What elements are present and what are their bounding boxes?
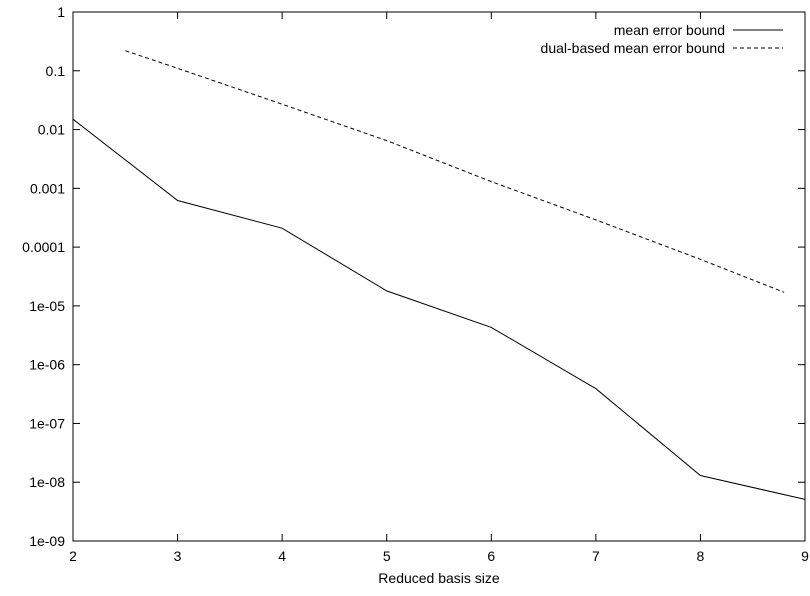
legend-label: dual-based mean error bound <box>541 40 725 56</box>
x-axis: 2 3 4 5 6 7 8 9 <box>69 12 809 564</box>
legend: mean error bound dual-based mean error bo… <box>541 22 783 56</box>
x-tick-label: 7 <box>592 548 600 564</box>
y-tick-label: 1 <box>57 4 65 20</box>
series-line-2 <box>125 50 785 293</box>
x-tick-label: 5 <box>383 548 391 564</box>
legend-label: mean error bound <box>614 22 725 38</box>
plot-border <box>72 11 806 542</box>
x-tick-label: 3 <box>174 548 182 564</box>
x-tick-label: 9 <box>801 548 809 564</box>
y-tick-label: 0.1 <box>46 63 66 79</box>
x-tick-label: 4 <box>278 548 286 564</box>
y-axis: 1e-09 1e-08 1e-07 1e-06 1e-05 0.0001 0.001 0.01… <box>22 4 805 549</box>
y-tick-label: 0.001 <box>30 180 65 196</box>
y-tick-label: 1e-08 <box>29 474 65 490</box>
y-tick-label: 0.01 <box>38 122 65 138</box>
y-tick-label: 1e-05 <box>29 298 65 314</box>
series-line-1 <box>72 118 806 500</box>
x-tick-label: 8 <box>697 548 705 564</box>
x-axis-label: Reduced basis size <box>378 570 500 586</box>
y-tick-label: 1e-06 <box>29 357 65 373</box>
y-tick-label: 0.0001 <box>22 239 65 255</box>
x-tick-label: 6 <box>487 548 495 564</box>
plot-area <box>72 11 806 542</box>
y-tick-label: 1e-09 <box>29 533 65 549</box>
x-tick-label: 2 <box>69 548 77 564</box>
y-tick-label: 1e-07 <box>29 415 65 431</box>
series-lines <box>72 50 806 500</box>
